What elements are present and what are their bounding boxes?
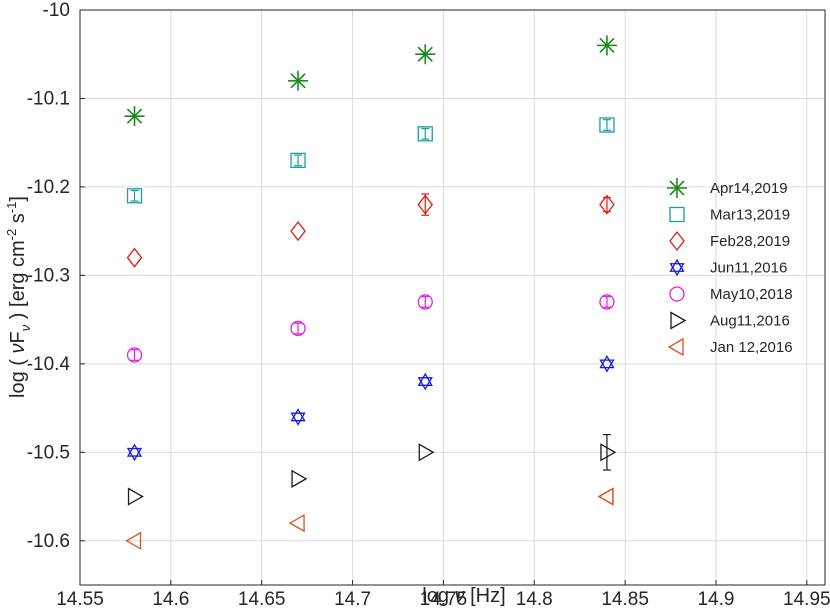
- legend-item: Jun11,2016: [669, 258, 787, 277]
- data-point-circle: [290, 320, 306, 337]
- x-tick-label: 14.8: [516, 589, 553, 610]
- legend-label: Jan 12,2016: [710, 339, 793, 356]
- data-point-square: [290, 152, 306, 169]
- legend-label: May10,2018: [710, 286, 793, 303]
- x-axis-label-unit: [Hz]: [470, 585, 506, 607]
- y-axis-label-prefix: log (: [7, 353, 29, 397]
- x-tick-label: 14.6: [152, 589, 189, 610]
- x-tick-label: 14.95: [783, 589, 830, 610]
- data-point-hexagram: [599, 355, 615, 373]
- data-point-asterisk: [415, 44, 436, 65]
- y-axis-label-exp2: -1: [4, 202, 19, 214]
- legend-label: Aug11,2016: [710, 313, 790, 330]
- x-axis-label: log ν [Hz]: [422, 585, 505, 607]
- data-point-asterisk: [288, 70, 309, 91]
- data-points: [124, 35, 617, 550]
- legend-marker-circle: [669, 286, 685, 302]
- data-point-hexagram: [126, 443, 143, 462]
- plot-frame: [79, 9, 826, 586]
- data-point-triangle-left: [125, 531, 142, 550]
- data-point-square: [599, 117, 615, 133]
- y-tick-label: -10.2: [27, 177, 70, 198]
- y-axis-label-mid: s: [7, 213, 29, 229]
- y-axis-label-after: ) [erg cm: [7, 240, 29, 324]
- y-tick-label: -10: [43, 0, 70, 21]
- data-point-triangle-right: [418, 443, 435, 462]
- legend-item: Mar13,2019: [669, 206, 790, 224]
- data-point-circle: [417, 294, 433, 310]
- data-point-square: [126, 188, 143, 204]
- y-axis-label-exp1: -2: [4, 229, 19, 241]
- legend-marker-hexagram: [669, 258, 685, 277]
- y-tick-label: -10.4: [27, 354, 71, 375]
- legend-item: Aug11,2016: [670, 311, 790, 330]
- ticks: 14.55 14.6 14.65 14.7 14.75 14.8 14.85 14.9 14.9…: [27, 0, 830, 610]
- x-axis-label-symbol: ν: [455, 585, 465, 607]
- legend: Apr14,2019 Mar13,2019 Feb28,2019 Jun11,2016…: [667, 178, 793, 357]
- x-tick-label: 14.65: [238, 589, 286, 610]
- y-axis-label-f: F: [7, 331, 29, 343]
- data-point-triangle-left: [597, 487, 614, 506]
- legend-item: Jan 12,2016: [667, 337, 793, 357]
- legend-label: Apr14,2019: [710, 180, 788, 197]
- y-axis-label: log ( νFν ) [erg cm-2 s-1]: [4, 196, 33, 398]
- y-tick-label: -10.5: [27, 442, 70, 463]
- y-axis-label-f-sub: ν: [18, 324, 33, 331]
- x-tick-label: 14.9: [697, 589, 734, 610]
- data-point-triangle-left: [288, 513, 305, 533]
- legend-marker-asterisk: [667, 178, 687, 198]
- data-point-diamond: [290, 221, 306, 242]
- x-tick-label: 14.75: [420, 589, 468, 610]
- legend-marker-triangle-left: [667, 337, 684, 357]
- grid: [80, 10, 825, 585]
- data-point-asterisk: [596, 35, 617, 56]
- data-point-triangle-right: [127, 487, 144, 506]
- legend-item: Feb28,2019: [669, 230, 790, 252]
- x-tick-label: 14.7: [334, 589, 371, 610]
- legend-item: May10,2018: [669, 286, 793, 303]
- data-point-hexagram: [290, 408, 306, 426]
- legend-marker-diamond: [669, 230, 685, 252]
- legend-marker-square: [669, 206, 685, 223]
- data-point-asterisk: [124, 106, 145, 127]
- data-point-diamond: [126, 247, 143, 268]
- data-point-triangle-right: [600, 434, 617, 471]
- legend-label: Mar13,2019: [710, 207, 790, 224]
- data-point-diamond: [599, 194, 615, 215]
- data-point-circle: [126, 347, 143, 363]
- y-tick-label: -10.6: [27, 531, 70, 552]
- data-point-hexagram: [417, 372, 433, 391]
- data-point-diamond: [417, 193, 434, 216]
- x-axis-label-prefix: log: [422, 585, 449, 607]
- x-tick-label: 14.55: [56, 589, 104, 610]
- data-point-circle: [599, 294, 615, 310]
- y-axis-label-end: ]: [7, 196, 29, 202]
- legend-label: Jun11,2016: [710, 260, 787, 277]
- data-point-square: [417, 126, 433, 142]
- x-tick-label: 14.85: [601, 589, 649, 610]
- y-axis-label-nu: ν: [7, 343, 29, 353]
- legend-item: Apr14,2019: [667, 178, 788, 198]
- legend-label: Feb28,2019: [710, 233, 790, 250]
- y-tick-label: -10.1: [27, 88, 70, 109]
- data-point-triangle-right: [291, 469, 308, 488]
- legend-marker-triangle-right: [670, 311, 687, 330]
- y-tick-label: -10.3: [27, 265, 70, 286]
